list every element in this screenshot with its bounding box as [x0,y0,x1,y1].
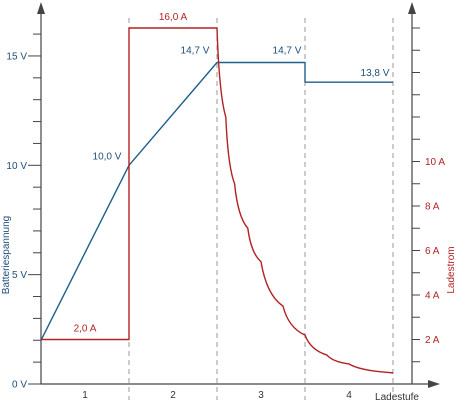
stage-label-1: 1 [82,390,88,401]
right-y-axis: 2 A 4 A 6 A 8 A 10 A [408,2,445,385]
data-label-5: 2,0 A [74,324,97,335]
data-label-2: 14,7 V [273,46,302,57]
right-tick-label-2: 6 A [425,246,440,257]
left-y-axis: 0 V 5 V 10 V 15 V [6,2,45,391]
data-label-0: 10,0 V [93,151,122,162]
right-axis-title: Ladestrom [446,246,457,293]
x-axis: 1 2 3 4 [41,380,440,401]
right-tick-label-1: 4 A [425,291,440,302]
voltage-line [40,61,393,341]
stage-label-4: 4 [346,390,352,401]
stage-label-3: 3 [258,390,264,401]
right-tick-label-0: 2 A [425,335,440,346]
left-axis-arrow [37,2,45,14]
left-axis-title: Batteriespannung [1,216,12,294]
left-tick-label-0: 0 V [12,380,27,391]
right-tick-label-3: 8 A [425,202,440,213]
left-tick-label-2: 10 V [6,161,27,172]
current-line [41,27,394,374]
left-tick-label-1: 5 V [12,270,27,281]
x-axis-title: Ladestufe [375,392,419,403]
stage-label-2: 2 [170,390,176,401]
left-tick-label-3: 15 V [6,51,27,62]
x-axis-arrow [428,380,440,388]
right-axis-arrow [408,2,416,14]
data-label-4: 16,0 A [159,12,188,23]
series-group [40,27,394,374]
stage-boundaries [128,18,394,400]
data-label-1: 14,7 V [181,46,210,57]
right-tick-label-4: 10 A [425,157,445,168]
data-label-3: 13,8 V [361,68,390,79]
data-labels: 10,0 V 14,7 V 14,7 V 13,8 V 16,0 A 2,0 A [74,12,390,335]
